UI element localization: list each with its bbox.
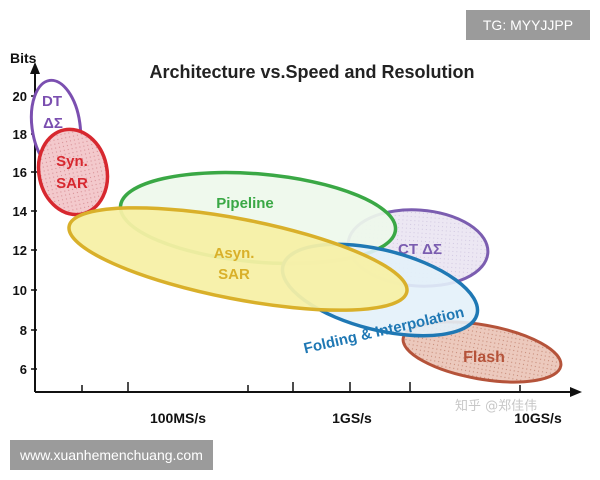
y-axis-arrow <box>30 62 40 74</box>
y-axis-label: Bits <box>10 50 37 66</box>
y-tick-label: 16 <box>13 165 27 180</box>
region-asyn-sar-shape <box>67 206 409 312</box>
region-syn-sar-label-line2: SAR <box>56 175 88 192</box>
region-dt-label-line1: DT <box>42 93 62 110</box>
x-axis-arrow <box>570 387 582 397</box>
x-tick-label: 1GS/s <box>332 410 372 426</box>
x-tick-label: 100MS/s <box>150 410 206 426</box>
region-syn-sar-label-line1: Syn. <box>56 153 88 170</box>
x-ticks: 100MS/s 1GS/s 10GS/s <box>81 382 562 426</box>
diagram-title: Architecture vs.Speed and Resolution <box>149 62 474 82</box>
region-flash: Flash <box>401 320 563 384</box>
region-asyn-sar-label-line2: SAR <box>218 266 250 283</box>
region-dt-label-line2: ΔΣ <box>43 115 63 132</box>
y-tick-label: 8 <box>20 323 27 338</box>
region-flash-shape <box>401 320 563 384</box>
region-asyn-sar-label-line1: Asyn. <box>214 245 255 262</box>
y-tick-label: 10 <box>13 283 27 298</box>
tg-watermark-badge: TG: MYYJJPP <box>466 10 590 40</box>
y-tick-label: 6 <box>20 362 27 377</box>
region-flash-label: Flash <box>463 349 505 366</box>
x-tick-label: 10GS/s <box>514 410 562 426</box>
y-ticks: 20 18 16 14 12 10 8 6 <box>13 89 37 377</box>
region-ct-label: CT ΔΣ <box>398 241 442 258</box>
region-syn-sar: Syn. SAR <box>36 127 110 217</box>
zhihu-watermark: 知乎 @郑佳伟 <box>455 398 537 414</box>
y-tick-label: 18 <box>13 127 27 142</box>
y-tick-label: 12 <box>13 243 27 258</box>
region-pipeline-label: Pipeline <box>216 195 274 212</box>
site-watermark-badge: www.xuanhemenchuang.com <box>10 440 213 470</box>
region-asyn-sar: Asyn. SAR <box>67 206 409 312</box>
y-tick-label: 20 <box>13 89 27 104</box>
y-tick-label: 14 <box>13 204 28 219</box>
